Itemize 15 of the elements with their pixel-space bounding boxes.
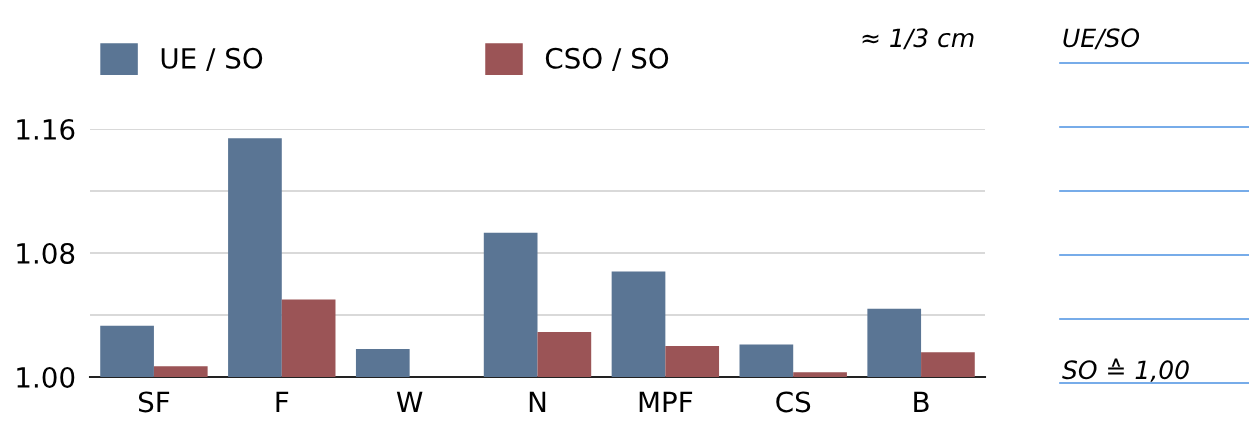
text: ≈ 1/3 cm [862, 28, 974, 50]
x-tick-label: N [529, 391, 546, 412]
text: UE/SO [1063, 28, 1140, 50]
y-tick-label: 1.08 [17, 242, 75, 264]
x-tick-label: F [276, 391, 289, 412]
x-tick-label: CS [776, 391, 811, 413]
x-tick-label: MPF [639, 391, 693, 412]
legend-label: CSO / SO [545, 47, 669, 71]
text: SO ≙ 1,00 [1062, 358, 1189, 382]
x-tick-label: SF [138, 391, 170, 413]
x-tick-label: B [914, 391, 929, 412]
x-tick-label: W [396, 391, 423, 412]
y-tick-label: 1.00 [17, 366, 75, 388]
legend-label: UE / SO [161, 47, 263, 71]
y-tick-label: 1.16 [17, 118, 75, 140]
